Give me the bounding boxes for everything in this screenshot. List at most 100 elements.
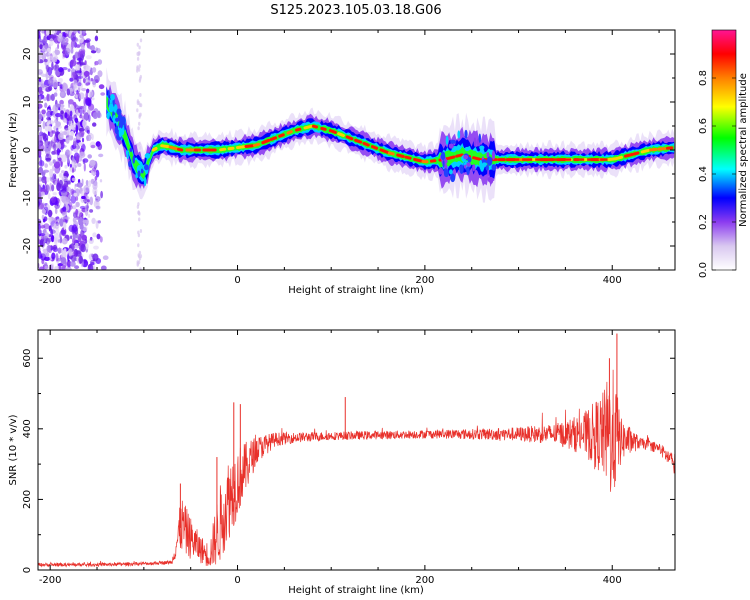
ridge-peak	[345, 135, 354, 141]
noise-blob	[102, 255, 109, 260]
noise-blob	[76, 182, 83, 188]
noise-blob	[138, 103, 142, 108]
figure-title: S125.2023.105.03.18.G06	[270, 3, 441, 18]
noise-blob	[97, 220, 102, 224]
noise-blob	[136, 262, 139, 267]
ridge-blob	[440, 151, 446, 161]
ridge-blob	[464, 164, 467, 169]
spectrogram-y-label: Frequency (Hz)	[8, 112, 19, 188]
colorbar-tick-label: 0.2	[698, 214, 709, 230]
noise-blob	[46, 110, 53, 118]
ridge-peak	[413, 157, 423, 163]
noise-blob	[92, 182, 98, 190]
noise-blob	[46, 93, 50, 102]
noise-blob	[59, 218, 64, 227]
noise-blob	[60, 257, 67, 265]
noise-blob	[79, 30, 82, 36]
spectrogram-y-axis: -20 -10 0 10 20	[22, 29, 675, 271]
noise-blob	[81, 44, 85, 50]
snr-series-line	[38, 369, 675, 568]
noise-blob	[62, 206, 67, 212]
noise-blob	[81, 87, 87, 92]
noise-blob	[96, 233, 101, 240]
noise-blob	[69, 261, 76, 267]
noise-blob	[64, 164, 68, 169]
noise-blob	[44, 265, 49, 270]
noise-blob	[136, 56, 140, 61]
noise-blob	[54, 165, 61, 174]
noise-blob	[72, 205, 77, 210]
noise-blob	[69, 150, 72, 155]
colorbar-tick-label: 0.0	[698, 262, 709, 278]
ridge-blob	[449, 169, 453, 175]
noise-blob	[45, 30, 50, 36]
noise-blob	[82, 219, 89, 224]
ridge-peak	[370, 145, 379, 150]
noise-blob	[100, 92, 106, 96]
ridge-peak	[396, 153, 405, 158]
noise-blob	[60, 154, 67, 163]
noise-blob	[60, 229, 66, 235]
noise-blob	[61, 237, 68, 245]
noise-blob	[92, 171, 97, 176]
noise-blob	[60, 186, 67, 193]
noise-blob	[59, 200, 62, 206]
noise-blob	[80, 243, 86, 253]
x-tick-label: 200	[415, 575, 434, 586]
noise-blob	[47, 47, 51, 52]
snr-x-label: Height of straight line (km)	[288, 585, 424, 596]
noise-blob	[90, 45, 95, 52]
colorbar-tick-label: 0.8	[698, 70, 709, 86]
noise-blob	[92, 67, 97, 73]
noise-blob	[88, 180, 92, 188]
noise-blob	[85, 82, 91, 86]
ridge-peak	[303, 124, 313, 130]
noise-blob	[91, 217, 96, 224]
noise-blob	[44, 102, 48, 109]
noise-blob	[38, 266, 45, 270]
noise-blob	[61, 175, 68, 182]
x-tick-label: 0	[234, 275, 240, 286]
ridge-peak	[657, 147, 666, 151]
noise-blob	[136, 66, 139, 71]
noise-blob	[58, 67, 64, 73]
noise-blob	[54, 50, 60, 54]
noise-blob	[45, 157, 51, 161]
ridge-peak	[632, 151, 640, 156]
noise-blob	[87, 263, 94, 270]
noise-blob	[60, 104, 65, 108]
noise-blob	[49, 168, 54, 178]
noise-blob	[56, 148, 61, 156]
noise-blob	[57, 263, 63, 267]
ridge-blob	[445, 135, 449, 145]
noise-blob	[62, 249, 65, 255]
noise-blob	[48, 34, 55, 42]
noise-blob	[92, 122, 97, 127]
x-tick-label: 400	[603, 575, 622, 586]
noise-blob	[73, 40, 75, 46]
noise-blob	[70, 47, 74, 54]
ridge-peak	[429, 159, 437, 163]
noise-blob	[53, 143, 57, 151]
noise-blob	[41, 214, 45, 220]
noise-blob	[38, 113, 43, 120]
noise-blob	[85, 91, 89, 100]
noise-blob	[62, 49, 66, 58]
noise-blob	[61, 170, 65, 174]
noise-blob	[75, 109, 79, 115]
ridge-blob	[466, 167, 470, 176]
noise-blob	[92, 253, 99, 262]
noise-blob	[41, 109, 46, 115]
noise-blob	[42, 36, 48, 45]
ridge-blob	[115, 117, 120, 122]
noise-blob	[82, 119, 87, 128]
noise-blob	[80, 62, 86, 66]
noise-blob	[52, 165, 55, 172]
noise-blob	[55, 103, 61, 108]
noise-blob	[38, 184, 42, 192]
noise-blob	[55, 113, 62, 118]
noise-blob	[81, 30, 86, 35]
noise-blob	[83, 70, 90, 77]
noise-blob	[75, 196, 79, 201]
noise-blob	[70, 194, 77, 204]
